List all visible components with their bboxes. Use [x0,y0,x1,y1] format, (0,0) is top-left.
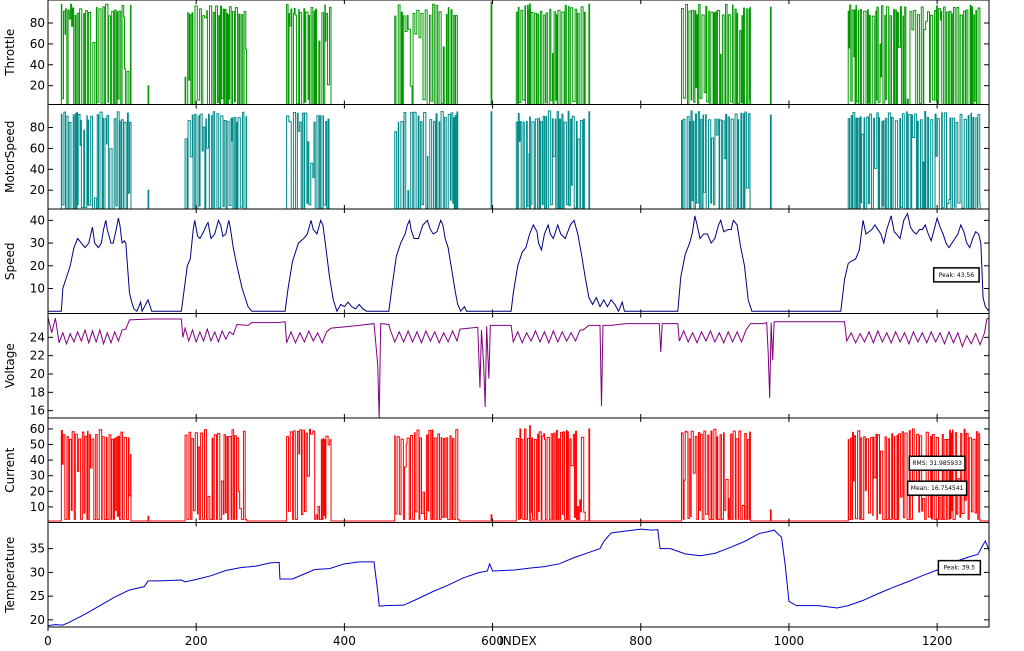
annotation-text: Peak: 39.5 [944,565,976,572]
annotation-box: RMS: 31.985933 [908,455,966,471]
panel-speed: 10 20 30 40 Speed Peak: 43.56 [3,208,990,314]
y-axis-label: Temperature [3,537,17,614]
y-tick-label: 20 [30,79,45,93]
y-tick-label: 60 [30,141,45,155]
series-line-motorspeed [48,110,989,209]
annotation-text: Mean: 16.754541 [911,485,964,492]
annotation-box: Mean: 16.754541 [906,480,968,496]
y-tick-label: 30 [30,469,45,483]
y-tick-label: 20 [30,259,45,273]
y-tick-label: 40 [30,162,45,176]
y-tick-label: 40 [30,58,45,72]
series-line-voltage [48,317,989,418]
annotation-text: Peak: 43.56 [939,272,975,279]
panel-voltage: 16 18 20 22 24 Voltage [3,313,990,419]
panel-motorspeed: 20 40 60 80 MotorSpeed [3,104,990,210]
x-tick-label: 1000 [774,634,805,648]
x-axis-label: INDEX [499,634,537,648]
y-axis-label: MotorSpeed [3,121,17,193]
x-tick-label: 0 [44,634,52,648]
panel-frame [47,313,990,419]
y-tick-label: 20 [30,484,45,498]
series-line-temperature [48,528,989,627]
series-line-throttle [48,1,989,105]
x-tick-label: 800 [629,634,652,648]
y-tick-label: 24 [30,330,45,344]
panel-temperature: 20 25 30 35 Temperature Peak: 39.5 [3,522,990,628]
y-tick-label: 60 [30,422,45,436]
y-tick-label: 80 [30,120,45,134]
y-tick-label: 60 [30,37,45,51]
y-tick-label: 40 [30,213,45,227]
y-axis-label: Throttle [3,29,17,77]
y-tick-label: 20 [30,367,45,381]
panel-throttle: 20 40 60 80 Throttle [3,0,990,105]
panel-frame [47,522,990,628]
y-axis-label: Speed [3,242,17,280]
y-tick-label: 25 [30,589,45,603]
y-tick-label: 20 [30,613,45,627]
y-tick-label: 40 [30,453,45,467]
x-tick-label: 600 [481,634,504,648]
series-line-current [48,425,989,522]
y-tick-label: 35 [30,542,45,556]
y-tick-label: 30 [30,565,45,579]
series-line-speed [48,212,989,313]
y-tick-label: 10 [30,282,45,296]
y-tick-label: 30 [30,236,45,250]
y-axis-label: Current [3,447,17,492]
y-tick-label: 50 [30,438,45,452]
y-tick-label: 10 [30,500,45,514]
y-tick-label: 16 [30,404,45,418]
y-tick-label: 22 [30,349,45,363]
annotation-text: RMS: 31.985933 [912,460,962,467]
annotation-box: Peak: 43.56 [932,267,980,283]
annotation-box: Peak: 39.5 [937,559,982,576]
x-tick-label: 1200 [922,634,953,648]
x-tick-label: 400 [333,634,356,648]
x-tick-label: 200 [185,634,208,648]
y-tick-label: 18 [30,385,45,399]
x-axis: 0 200 400 600 800 1000 1200 [44,627,952,648]
y-axis-label: Voltage [3,343,17,388]
y-tick-label: 20 [30,183,45,197]
panels-layer: 20406080Throttle20406080MotorSpeed102030… [3,0,990,628]
y-tick-label: 80 [30,16,45,30]
